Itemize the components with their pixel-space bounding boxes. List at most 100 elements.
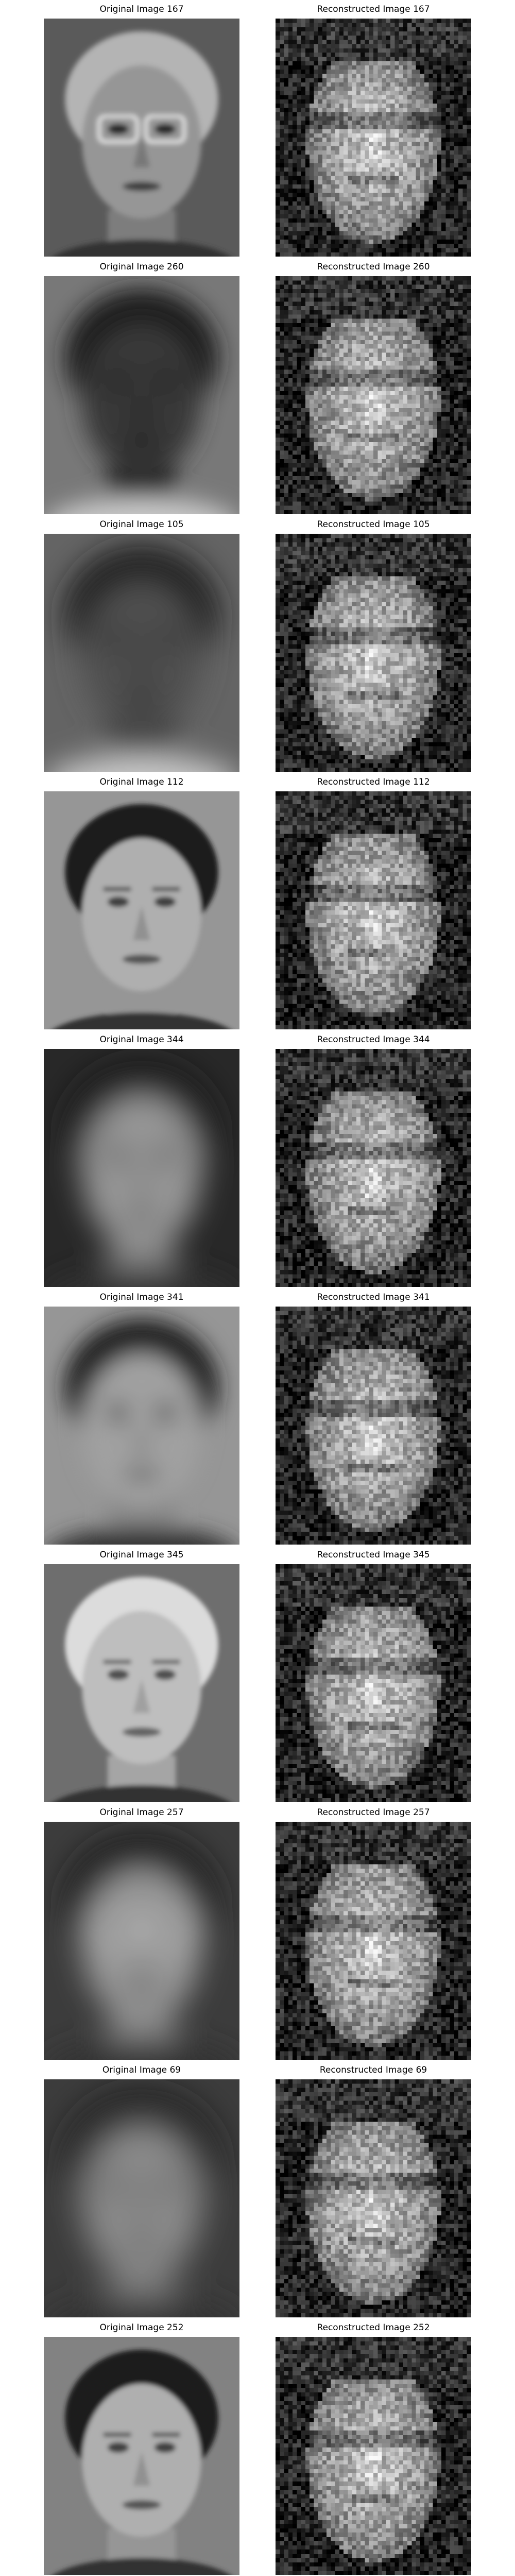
right-eye (154, 1154, 176, 1165)
mouth (122, 1212, 161, 1222)
reconstructed-image-title: Reconstructed Image 344 (276, 1031, 471, 1048)
right-brow (152, 371, 180, 376)
nose (133, 648, 150, 683)
nose (133, 133, 150, 167)
nose (133, 1421, 150, 1455)
shoulders (53, 755, 230, 772)
nose (133, 1163, 150, 1198)
original-image-title: Original Image 105 (44, 516, 239, 533)
face (53, 804, 230, 1029)
reconstructed-face-image (276, 534, 471, 772)
reconstructed-image-title: Reconstructed Image 345 (276, 1547, 471, 1563)
mouth (122, 2500, 161, 2510)
original-face-image (44, 791, 239, 1029)
reconstructed-face-image (276, 1564, 471, 1802)
left-eye (107, 381, 129, 392)
glasses-right-lens (144, 1918, 186, 1947)
face (53, 2349, 230, 2575)
original-image-title: Original Image 167 (44, 1, 239, 18)
original-face-image (44, 1822, 239, 2060)
right-eye (154, 124, 176, 134)
reconstructed-image-title: Reconstructed Image 341 (276, 1289, 471, 1306)
reconstructed-panel: Reconstructed Image 344 (276, 1031, 471, 1289)
reconstructed-face-image (276, 1822, 471, 2060)
nose (133, 906, 150, 940)
reconstructed-panel: Reconstructed Image 257 (276, 1804, 471, 2062)
original-image-title: Original Image 69 (44, 2062, 239, 2078)
shoulders (53, 2558, 230, 2575)
shoulders (53, 1528, 230, 1545)
nose (133, 2451, 150, 2486)
reconstructed-image-title: Reconstructed Image 257 (276, 1804, 471, 1821)
right-eye (154, 2184, 176, 2195)
face (53, 1319, 230, 1545)
original-panel: Original Image 344 (44, 1031, 239, 1289)
shoulders (53, 1785, 230, 1802)
original-panel: Original Image 112 (44, 774, 239, 1031)
reconstructed-image-title: Reconstructed Image 252 (276, 2319, 471, 2336)
left-brow (103, 2432, 131, 2437)
reconstructed-face-image (276, 19, 471, 257)
glasses-right-lens (144, 114, 186, 144)
nose (133, 1936, 150, 1971)
left-brow (103, 629, 131, 634)
left-eye (107, 2184, 129, 2195)
right-brow (152, 1144, 180, 1149)
reconstructed-panel: Reconstructed Image 69 (276, 2062, 471, 2319)
face (53, 546, 230, 772)
reconstructed-face-image (276, 791, 471, 1029)
left-brow (103, 2175, 131, 2179)
shoulders (53, 1012, 230, 1029)
face (53, 31, 230, 257)
reconstructed-panel: Reconstructed Image 345 (276, 1547, 471, 1804)
original-face-image (44, 2079, 239, 2317)
reconstructed-image-title: Reconstructed Image 112 (276, 774, 471, 790)
left-eye (107, 1154, 129, 1165)
mouth (122, 439, 161, 449)
left-eye (107, 639, 129, 650)
face (53, 1834, 230, 2060)
mouth (122, 1469, 161, 1479)
original-panel: Original Image 69 (44, 2062, 239, 2319)
reconstructed-panel: Reconstructed Image 105 (276, 516, 471, 774)
original-face-image (44, 1564, 239, 1802)
left-brow (103, 371, 131, 376)
right-eye (154, 1412, 176, 1422)
reconstructed-face-image (276, 1307, 471, 1545)
face (53, 289, 230, 514)
nose (133, 2194, 150, 2228)
original-face-image (44, 534, 239, 772)
shoulders (53, 2300, 230, 2317)
original-image-title: Original Image 112 (44, 774, 239, 790)
left-eye (107, 1412, 129, 1422)
shoulders (53, 1270, 230, 1287)
original-panel: Original Image 257 (44, 1804, 239, 2062)
mouth (122, 1727, 161, 1737)
reconstructed-panel: Reconstructed Image 341 (276, 1289, 471, 1547)
reconstructed-image-title: Reconstructed Image 69 (276, 2062, 471, 2078)
original-face-image (44, 1307, 239, 1545)
original-image-title: Original Image 341 (44, 1289, 239, 1306)
right-brow (152, 887, 180, 891)
left-brow (103, 1402, 131, 1406)
mouth (122, 181, 161, 191)
original-panel: Original Image 345 (44, 1547, 239, 1804)
face (53, 1577, 230, 1802)
shoulders (53, 2043, 230, 2060)
shoulders (53, 497, 230, 514)
reconstructed-face-image (276, 2337, 471, 2575)
reconstructed-image-title: Reconstructed Image 167 (276, 1, 471, 18)
right-eye (154, 896, 176, 907)
reconstructed-panel: Reconstructed Image 167 (276, 1, 471, 259)
original-panel: Original Image 341 (44, 1289, 239, 1547)
right-brow (152, 2175, 180, 2179)
mouth (122, 2242, 161, 2252)
left-brow (103, 1659, 131, 1664)
original-image-title: Original Image 257 (44, 1804, 239, 1821)
mouth (122, 1985, 161, 1994)
right-brow (152, 2432, 180, 2437)
reconstructed-image-title: Reconstructed Image 260 (276, 259, 471, 275)
original-panel: Original Image 167 (44, 1, 239, 259)
reconstructed-panel: Reconstructed Image 252 (276, 2319, 471, 2576)
